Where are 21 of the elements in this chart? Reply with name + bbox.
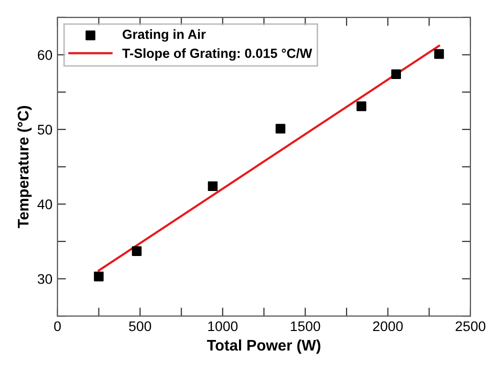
point (391, 69, 401, 80)
legend-label: T-Slope of Grating: 0.015 °C/W (122, 48, 312, 61)
x-tick-label: 1500 (290, 321, 320, 332)
point (94, 272, 104, 282)
x-tick-label: 1000 (208, 321, 238, 332)
x-tick-label: 2000 (373, 321, 403, 332)
y-axis-title: Temperature (°C) (17, 106, 32, 228)
point (434, 49, 444, 59)
legend-label: Grating in Air (122, 29, 206, 42)
point (132, 246, 142, 256)
y-tick-label: 30 (38, 274, 52, 284)
x-tick-label: 0 (54, 321, 61, 332)
y-tick-label: 50 (38, 124, 52, 135)
y-tick-label: 60 (38, 50, 52, 60)
point (276, 124, 286, 134)
point (356, 101, 366, 112)
x-tick-label: 2500 (456, 321, 486, 332)
point (208, 181, 218, 192)
y-tick-label: 40 (37, 199, 52, 210)
x-tick-label: 500 (129, 321, 152, 332)
x-axis-title: Total Power (W) (206, 339, 320, 354)
